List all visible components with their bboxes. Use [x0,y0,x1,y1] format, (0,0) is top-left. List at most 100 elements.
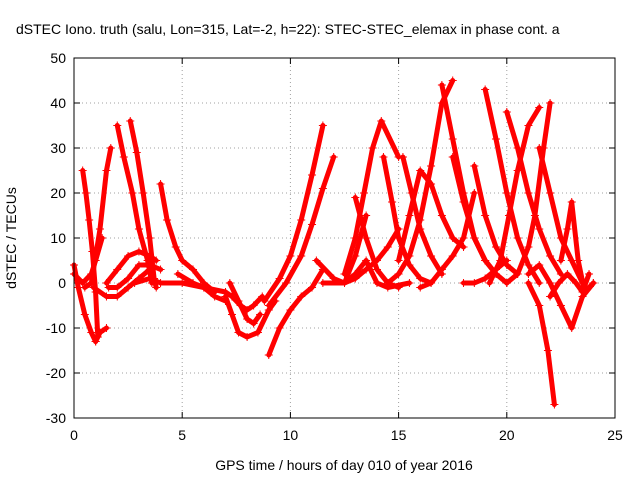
data-point [574,256,583,265]
data-point [513,270,522,278]
data-point [485,279,494,287]
data-point [388,198,397,206]
data-point [524,279,533,287]
data-point [437,81,446,89]
y-tick-label: 10 [50,230,66,246]
data-point [264,301,273,310]
series-line [558,199,596,295]
data-point [491,243,500,251]
data-point [102,292,111,301]
data-point [189,265,198,274]
data-point [379,153,388,161]
data-point [178,279,187,287]
y-tick-label: 40 [50,95,66,111]
series-line [342,118,402,277]
data-point [156,279,165,287]
data-point [275,324,284,332]
data-point [297,292,306,301]
data-point [178,256,187,265]
data-point [113,292,122,301]
data-point [87,328,96,337]
data-point [132,148,141,157]
series-line [547,271,592,299]
data-point [524,261,533,269]
data-point [113,265,122,274]
data-point [470,234,479,242]
data-point [470,162,479,170]
data-point [405,279,414,287]
data-point [535,261,544,269]
data-point [139,189,148,197]
series-line [114,123,155,286]
data-point [437,265,446,274]
data-point [459,279,468,287]
data-point [535,144,544,152]
data-point [128,189,137,197]
data-point [383,243,392,251]
data-point [156,180,165,188]
data-point [550,400,559,409]
data-point [546,99,555,107]
data-point [106,144,115,152]
y-tick-label: 20 [50,185,66,201]
data-point [126,117,135,125]
data-point [189,279,198,287]
data-point [249,319,258,328]
data-point [556,256,565,265]
x-axis-ticks: 0 5 10 15 20 25 [70,58,623,443]
data-point [556,301,565,310]
data-point [85,216,94,224]
data-point [372,265,381,274]
data-point [448,76,457,85]
data-point [563,270,572,278]
data-point [80,310,89,319]
data-point [513,166,522,175]
series-line [132,276,228,295]
x-tick-label: 5 [178,427,186,443]
data-point [234,297,243,305]
data-point [546,189,555,197]
data-point [524,243,533,251]
data-point [80,283,89,292]
data-point [171,243,180,251]
data-point [530,211,539,220]
data-point [318,184,327,193]
data-point [340,270,349,278]
data-point [589,279,598,287]
y-axis-title: dSTEC / TECUs [3,187,19,289]
x-axis-title: GPS time / hours of day 010 of year 2016 [215,457,473,473]
x-tick-label: 15 [391,427,407,443]
data-point [448,153,457,161]
data-point [134,225,143,233]
data-point [398,153,407,161]
data-point [318,121,327,130]
series-line [266,154,337,308]
data-point [308,220,317,229]
data-series [70,76,598,409]
data-point [470,189,479,197]
data-point [102,166,111,175]
y-tick-label: -30 [46,410,66,426]
data-point [264,351,273,359]
data-point [405,211,414,220]
data-point [416,274,425,283]
data-point [359,189,368,197]
data-point [394,270,403,278]
series-line [266,267,326,358]
data-point [394,256,403,265]
data-point [535,279,544,287]
data-point [351,270,360,278]
data-point [405,252,414,260]
data-point [286,306,295,314]
data-point [145,274,154,283]
data-point [119,153,128,161]
data-point [502,279,511,287]
data-point [210,292,219,301]
series-line [504,100,553,286]
data-point [199,283,208,292]
data-point [308,283,317,292]
data-point [567,198,576,206]
data-point [124,252,133,260]
data-point [427,279,436,287]
